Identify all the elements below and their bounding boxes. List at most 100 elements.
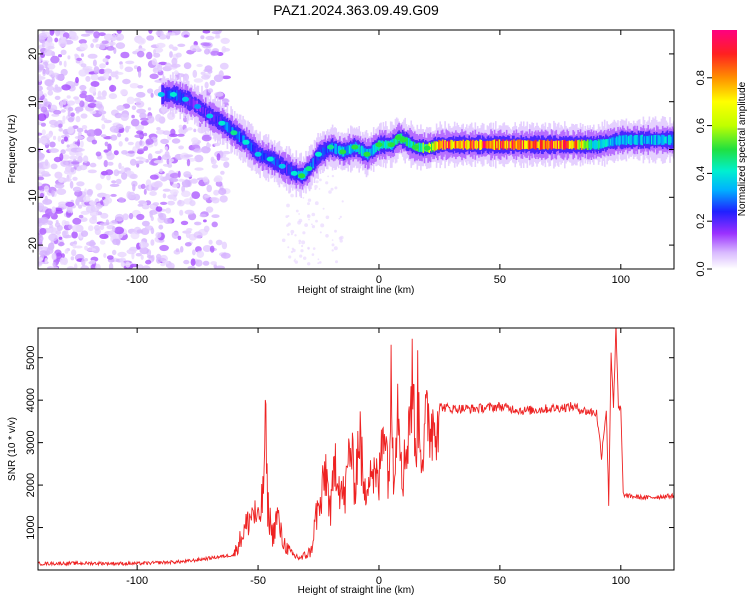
noise-dot xyxy=(285,215,289,219)
noise-blob xyxy=(38,182,43,187)
ridge-cell xyxy=(605,139,607,148)
ridge-cell xyxy=(192,98,195,109)
noise-blob xyxy=(129,83,139,89)
noise-blob xyxy=(38,74,42,82)
noise-blob xyxy=(49,266,59,269)
noise-dot xyxy=(307,202,310,206)
ridge-cell xyxy=(655,136,658,144)
noise-blob xyxy=(209,79,216,86)
spectrogram-marks xyxy=(38,30,674,269)
noise-blob xyxy=(115,124,124,129)
noise-blob xyxy=(47,35,51,43)
noise-blob xyxy=(100,134,107,138)
noise-blob xyxy=(136,37,146,45)
noise-blob xyxy=(177,199,182,205)
ridge-cell xyxy=(665,136,668,144)
spectrogram-y-tick-label: 20 xyxy=(27,48,39,60)
ridge-cell xyxy=(591,141,594,149)
ridge-cell xyxy=(242,135,244,144)
noise-blob xyxy=(121,166,125,174)
ridge-cell xyxy=(325,145,328,155)
noise-blob xyxy=(128,212,134,220)
snr-frame xyxy=(37,327,675,571)
ridge-cell xyxy=(614,137,617,145)
ridge-cell xyxy=(357,145,359,152)
noise-blob xyxy=(146,255,153,259)
noise-blob xyxy=(118,162,122,170)
noise-blob xyxy=(189,200,196,207)
noise-blob xyxy=(87,53,98,59)
noise-dot xyxy=(308,218,310,221)
ridge-cell xyxy=(648,135,651,145)
noise-blob xyxy=(145,138,154,145)
noise-blob xyxy=(69,143,78,149)
ridge-cell xyxy=(386,141,388,149)
noise-blob xyxy=(44,159,49,167)
ridge-cell xyxy=(536,141,538,148)
ridge-cell xyxy=(514,140,516,149)
noise-blob xyxy=(70,167,75,173)
snr-marks xyxy=(38,328,674,567)
noise-blob xyxy=(108,93,118,100)
noise-blob xyxy=(120,89,128,96)
noise-blob xyxy=(186,228,193,232)
noise-blob xyxy=(50,163,58,170)
noise-blob xyxy=(74,106,84,112)
ridge-cell xyxy=(458,140,461,149)
noise-blob xyxy=(214,91,224,97)
noise-blob xyxy=(171,231,179,239)
noise-blob xyxy=(63,177,72,182)
ridge-cell xyxy=(405,136,408,146)
noise-blob xyxy=(191,191,201,200)
ridge-cell xyxy=(528,140,531,149)
ridge-cell xyxy=(585,141,588,149)
ridge-cell xyxy=(602,138,605,149)
noise-blob xyxy=(53,86,62,93)
noise-dot xyxy=(303,256,307,260)
colorbar-tick-label: 0.8 xyxy=(695,70,707,85)
noise-blob xyxy=(101,40,109,44)
ridge-cell xyxy=(382,141,385,149)
ridge-cell xyxy=(590,140,593,150)
ridge-cell xyxy=(512,140,514,149)
noise-blob xyxy=(139,140,143,146)
ridge-cell xyxy=(646,136,648,144)
noise-blob xyxy=(220,252,231,259)
ridge-cell xyxy=(505,139,508,150)
ridge-cell xyxy=(553,141,555,149)
noise-dot xyxy=(322,207,325,210)
ridge-cell xyxy=(578,139,581,150)
noise-blob xyxy=(95,103,103,109)
noise-blob xyxy=(74,263,78,269)
noise-dot xyxy=(299,254,303,258)
ridge-cell xyxy=(463,141,466,149)
noise-blob xyxy=(101,90,107,98)
noise-blob xyxy=(63,136,68,142)
ridge-cell xyxy=(660,134,663,145)
noise-blob xyxy=(136,229,144,234)
noise-blob xyxy=(46,85,55,91)
noise-dot xyxy=(331,174,335,178)
noise-blob xyxy=(90,81,100,87)
noise-blob xyxy=(131,114,135,119)
noise-blob xyxy=(127,191,136,200)
noise-blob xyxy=(210,50,220,56)
noise-blob xyxy=(127,141,134,146)
noise-blob xyxy=(54,183,65,189)
ridge-cell xyxy=(370,148,373,155)
ridge-cell xyxy=(266,152,269,163)
ridge-cell xyxy=(466,139,468,150)
noise-blob xyxy=(99,233,109,239)
noise-blob xyxy=(103,33,114,41)
ridge-cell xyxy=(374,143,376,154)
ridge-cell xyxy=(566,141,568,149)
ridge-cell xyxy=(619,135,622,145)
ridge-cell xyxy=(618,135,620,146)
noise-blob xyxy=(172,196,177,202)
noise-dot xyxy=(286,203,290,208)
noise-blob xyxy=(138,200,147,205)
noise-blob xyxy=(85,30,94,34)
noise-blob xyxy=(60,149,66,155)
noise-blob xyxy=(127,150,135,154)
noise-dot xyxy=(290,250,294,254)
